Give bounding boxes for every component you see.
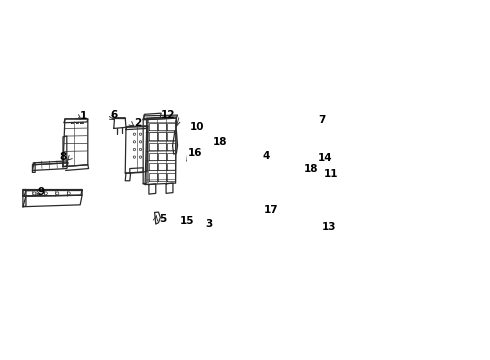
Text: 16: 16 [188,148,202,158]
Text: 7: 7 [318,115,325,125]
Text: 14: 14 [318,153,332,163]
Text: 18: 18 [304,163,319,174]
Text: 9: 9 [37,187,45,197]
Text: 3: 3 [206,219,213,229]
Text: 6: 6 [111,110,118,120]
Text: 12: 12 [161,110,175,120]
Text: 5: 5 [160,214,167,224]
Text: 4: 4 [263,151,270,161]
Text: 17: 17 [264,205,279,215]
Text: 11: 11 [323,169,338,179]
Text: 1: 1 [80,111,87,121]
Text: 18: 18 [213,137,227,147]
Text: 2: 2 [134,118,142,129]
Text: 13: 13 [322,221,337,231]
Text: 8: 8 [60,152,67,162]
Text: 15: 15 [179,216,194,226]
Text: 10: 10 [190,122,204,132]
